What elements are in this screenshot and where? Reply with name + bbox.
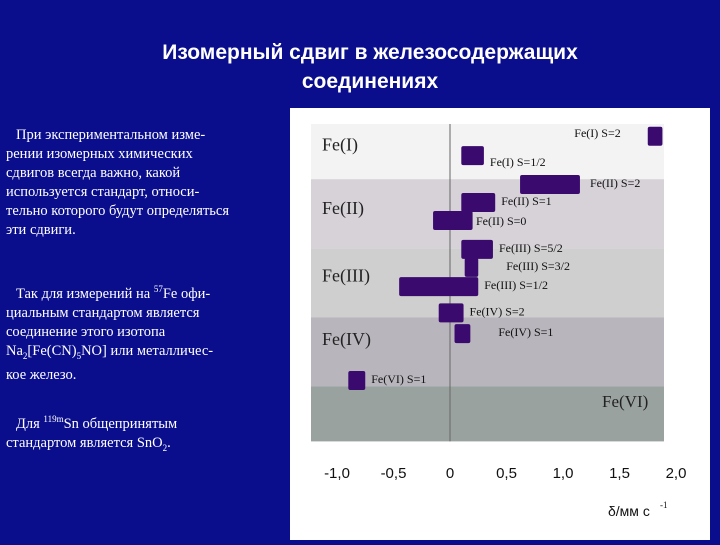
formula-part: NO] или металличес- xyxy=(81,342,214,359)
isotope-superscript: 57 xyxy=(153,284,163,294)
band-fevi xyxy=(311,386,664,442)
text-fragment: Fe офи- xyxy=(162,285,211,302)
x-tick-label: 2,0 xyxy=(666,465,687,482)
formula-part: Na xyxy=(6,342,23,359)
paragraph-line: эти сдвиги. xyxy=(6,222,76,238)
formula-line: Na2[Fe(CN)5NO] или металличес- xyxy=(6,342,296,366)
x-tick-label: 0 xyxy=(446,465,454,482)
slide-title: Изомерный сдвиг в железосодержащих соеди… xyxy=(60,38,680,96)
paragraph-line: Для 119mSn общепринятым xyxy=(6,410,296,434)
paragraph-sn119: Для 119mSn общепринятым стандартом являе… xyxy=(6,410,296,458)
range-label: Fe(VI) S=1 xyxy=(371,372,426,386)
slide-title-line-1: Изомерный сдвиг в железосодержащих xyxy=(162,41,578,64)
formula-subscript: 5 xyxy=(76,350,82,361)
band-feii xyxy=(311,179,664,249)
range-bar xyxy=(461,146,484,166)
band-label: Fe(IV) xyxy=(322,329,371,350)
range-label: Fe(I) S=2 xyxy=(574,126,620,140)
x-axis-label: δ/мм с xyxy=(608,503,650,519)
band-label: Fe(III) xyxy=(322,266,370,287)
paragraph-fe57: Так для измерений на 57Fe офи- циальным … xyxy=(6,280,296,385)
range-label: Fe(III) S=5/2 xyxy=(499,241,563,255)
text-fragment: Для xyxy=(16,415,44,432)
x-tick-label: -1,0 xyxy=(324,465,350,482)
x-tick-label: 0,5 xyxy=(496,465,517,482)
range-bar xyxy=(399,277,479,297)
range-bar xyxy=(461,239,493,259)
range-label: Fe(III) S=1/2 xyxy=(484,278,548,292)
x-tick-label: -0,5 xyxy=(381,465,407,482)
range-bar xyxy=(348,371,366,391)
range-label: Fe(I) S=1/2 xyxy=(490,155,546,169)
x-axis-label-superscript: -1 xyxy=(660,500,668,510)
formula-subscript: 2 xyxy=(162,442,168,453)
paragraph-line: При экспериментальном изме- xyxy=(16,127,206,143)
paragraph-line: сдвигов всегда важно, какой xyxy=(6,165,181,181)
range-bar xyxy=(520,175,580,195)
range-label: Fe(II) S=0 xyxy=(476,214,526,228)
band-feiv xyxy=(311,317,664,387)
paragraph-line: циальным стандартом является xyxy=(6,304,200,321)
paragraph-line: стандартом является SnO2. xyxy=(6,434,296,458)
band-label: Fe(II) xyxy=(322,198,364,219)
paragraph-standard: При экспериментальном изме- рении изомер… xyxy=(6,126,296,240)
text-fragment: стандартом является SnO xyxy=(6,434,163,451)
range-bar xyxy=(454,324,471,344)
paragraph-line: Так для измерений на 57Fe офи- xyxy=(6,280,296,304)
paragraph-line: соединение этого изотопа xyxy=(6,323,166,340)
range-bar xyxy=(461,193,496,212)
range-bar xyxy=(647,126,663,146)
formula-part: [Fe(CN) xyxy=(27,342,77,359)
band-label: Fe(I) xyxy=(322,134,358,155)
range-bar xyxy=(438,303,464,323)
text-fragment: . xyxy=(167,434,171,451)
text-fragment: Так для измерений на xyxy=(16,285,154,302)
range-label: Fe(II) S=2 xyxy=(590,176,640,190)
paragraph-line: рении изомерных химических xyxy=(6,146,193,162)
text-fragment: Sn общепринятым xyxy=(63,415,178,432)
range-label: Fe(IV) S=1 xyxy=(498,325,553,339)
band-feiii xyxy=(311,248,664,318)
slide-title-line-2: соединениях xyxy=(301,70,439,93)
x-tick-label: 1,5 xyxy=(609,465,630,482)
isomer-shift-chart: Fe(I) Fe(II) Fe(III) Fe(IV) Fe(VI) Fe(I) S=2 F… xyxy=(311,124,687,519)
range-label: Fe(III) S=3/2 xyxy=(506,259,570,273)
range-bar xyxy=(464,257,479,277)
isotope-superscript: 119m xyxy=(43,414,64,424)
range-bar xyxy=(433,210,473,230)
range-label: Fe(IV) S=2 xyxy=(470,304,525,318)
paragraph-line: используется стандарт, относи- xyxy=(6,184,200,200)
range-label: Fe(II) S=1 xyxy=(501,194,551,208)
x-tick-label: 1,0 xyxy=(553,465,574,482)
paragraph-line: тельно которого будут определяться xyxy=(6,203,230,219)
formula-subscript: 2 xyxy=(22,350,28,361)
band-fei xyxy=(311,124,664,180)
paragraph-line: кое железо. xyxy=(6,366,77,383)
band-label: Fe(VI) xyxy=(602,392,648,411)
chart-panel: Fe(I) Fe(II) Fe(III) Fe(IV) Fe(VI) Fe(I) S=2 F… xyxy=(290,108,710,540)
